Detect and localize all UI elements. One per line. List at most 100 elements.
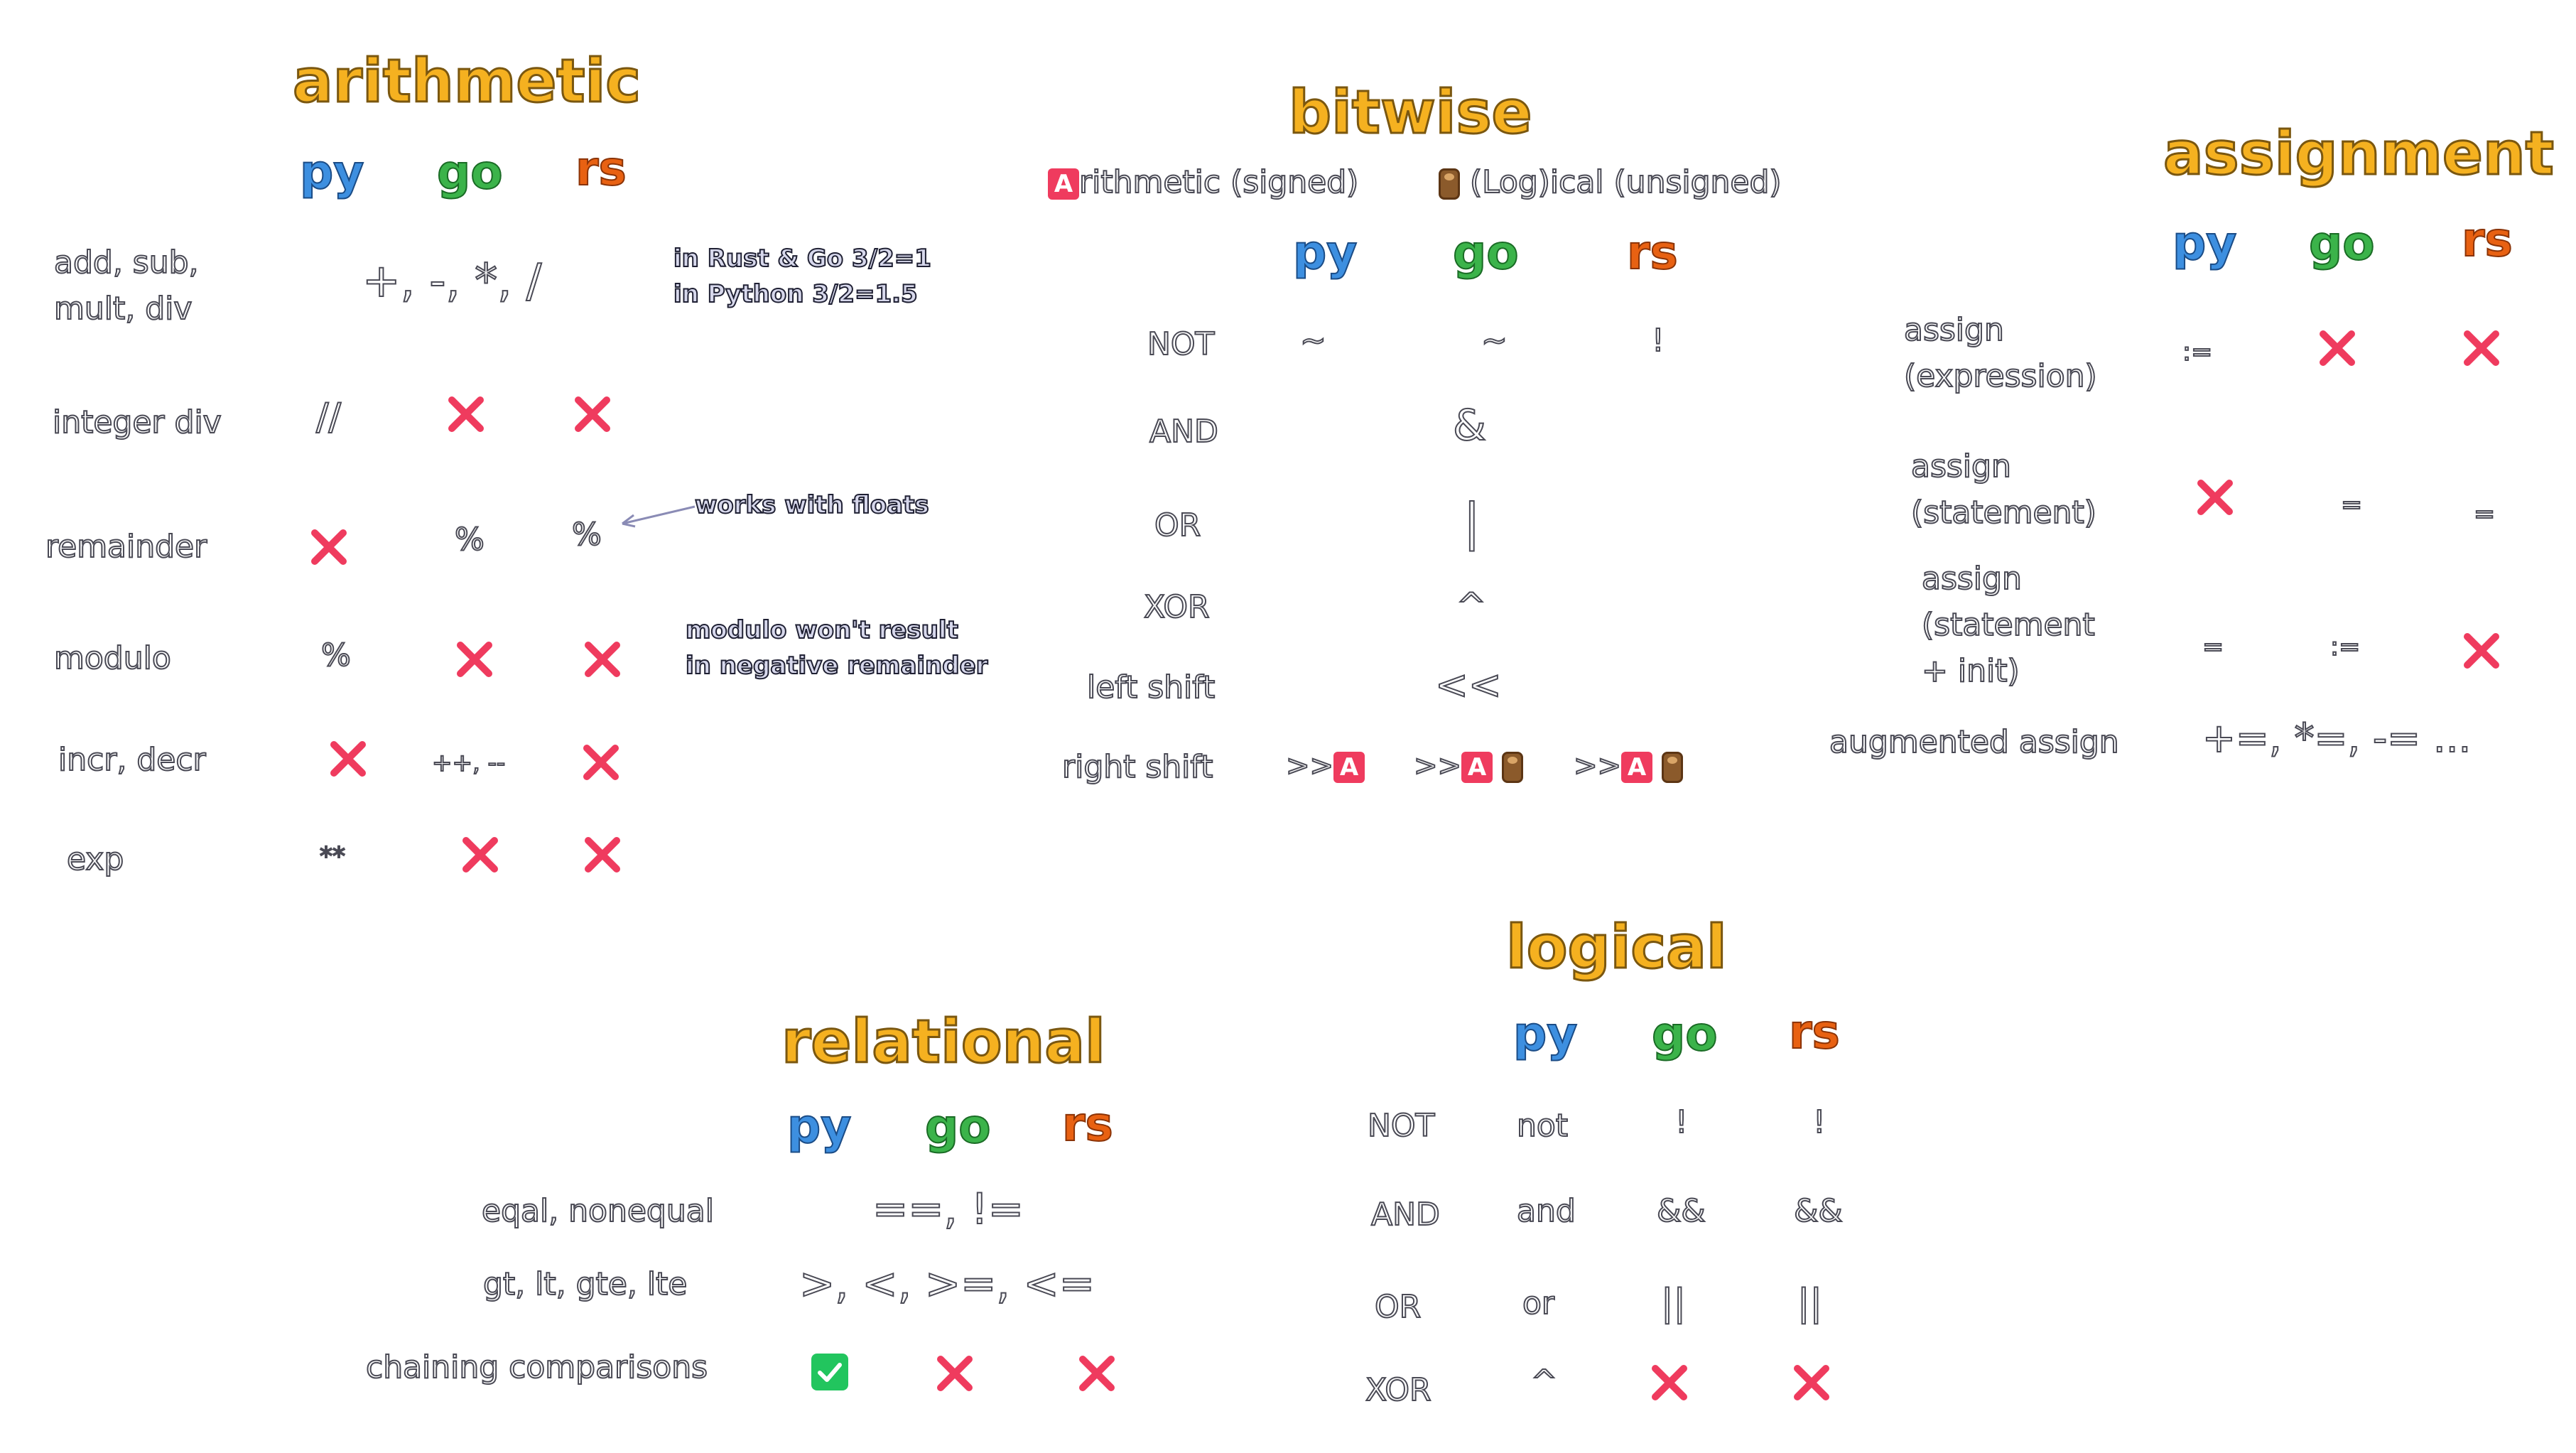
- cross-icon: [1652, 1365, 1687, 1400]
- relational-chain-label: chaining comparisons: [365, 1349, 708, 1386]
- arithmetic-intdiv-label: integer div: [52, 404, 222, 441]
- cross-icon: [585, 642, 620, 677]
- rshift-op-text: >>: [1413, 749, 1462, 783]
- log-icon: [1661, 752, 1683, 783]
- relational-eq-ops: ==, !=: [872, 1184, 1024, 1235]
- cross-icon: [1794, 1365, 1829, 1400]
- cross-icon: [2197, 480, 2233, 515]
- arithmetic-rs-header: rs: [575, 141, 627, 197]
- logical-xor-label: XOR: [1365, 1371, 1432, 1408]
- bitwise-rshift-rs: >> A: [1573, 749, 1683, 783]
- rshift-op-text: >>: [1573, 749, 1622, 783]
- logical-py-header: py: [1512, 1007, 1578, 1062]
- bitwise-not-label: NOT: [1147, 325, 1215, 362]
- bitwise-xor-label: XOR: [1143, 588, 1211, 625]
- logical-not-label: NOT: [1367, 1107, 1435, 1144]
- logical-go-header: go: [1651, 1007, 1719, 1062]
- bitwise-and-ops: &: [1452, 401, 1487, 451]
- legend-signed-text: rithmetic (signed): [1078, 163, 1359, 201]
- signed-badge-icon: A: [1048, 168, 1079, 200]
- bitwise-not-py: ~: [1299, 322, 1327, 359]
- cross-icon: [2320, 330, 2355, 366]
- bitwise-rshift-label: right shift: [1061, 748, 1213, 785]
- rshift-op-text: >>: [1285, 749, 1334, 783]
- logical-or-rs: ||: [1797, 1281, 1823, 1325]
- cross-icon: [1079, 1356, 1115, 1391]
- logical-rs-header: rs: [1788, 1005, 1841, 1060]
- assignment-rs-header: rs: [2461, 212, 2513, 268]
- arithmetic-modulo-label: modulo: [53, 639, 172, 676]
- relational-cmp-ops: >, <, >=, <=: [799, 1259, 1095, 1309]
- assignment-init-go: :=: [2329, 632, 2361, 662]
- arithmetic-remainder-label: remainder: [45, 528, 207, 565]
- logical-or-label: OR: [1374, 1288, 1422, 1325]
- arithmetic-py-header: py: [299, 145, 364, 200]
- logical-or-go: ||: [1660, 1281, 1687, 1325]
- logical-xor-py: ^: [1530, 1363, 1558, 1400]
- log-icon: [1439, 168, 1460, 200]
- logical-and-go: &&: [1656, 1192, 1706, 1229]
- cross-icon: [2464, 330, 2499, 366]
- arithmetic-add-label-1: add, sub,: [53, 244, 200, 281]
- logical-or-py: or: [1522, 1285, 1555, 1322]
- note-modulo-2: in negative remainder: [685, 651, 988, 680]
- cross-icon: [2464, 633, 2499, 669]
- logical-and-rs: &&: [1793, 1192, 1844, 1229]
- assignment-py-header: py: [2172, 216, 2237, 271]
- bitwise-xor-ops: ^: [1456, 585, 1487, 627]
- cross-icon: [462, 837, 498, 873]
- bitwise-title: bitwise: [1287, 77, 1532, 147]
- arithmetic-incr-label: incr, decr: [58, 741, 207, 778]
- bitwise-lshift-ops: <<: [1434, 661, 1503, 709]
- bitwise-and-label: AND: [1149, 413, 1219, 450]
- arithmetic-exp-py: **: [319, 841, 346, 872]
- assignment-aug-label: augmented assign: [1829, 723, 2120, 760]
- assignment-aug-ops: +=, *=, -= ...: [2202, 715, 2472, 762]
- signed-badge-icon: A: [1461, 752, 1493, 783]
- note-div-python: in Python 3/2=1.5: [673, 279, 919, 308]
- relational-go-header: go: [924, 1099, 992, 1155]
- bitwise-lshift-label: left shift: [1086, 669, 1216, 706]
- assignment-go-header: go: [2308, 216, 2376, 271]
- arithmetic-title: arithmetic: [291, 45, 642, 116]
- log-icon: [1501, 752, 1523, 783]
- note-modulo-1: modulo won't result: [685, 615, 959, 644]
- logical-not-rs: !: [1812, 1103, 1827, 1140]
- bitwise-go-header: go: [1452, 225, 1520, 281]
- check-icon: [811, 1354, 848, 1390]
- relational-py-header: py: [786, 1099, 852, 1155]
- relational-title: relational: [781, 1006, 1107, 1076]
- bitwise-not-go: ~: [1481, 322, 1508, 359]
- logical-title: logical: [1505, 912, 1728, 982]
- assignment-title: assignment: [2163, 118, 2555, 188]
- assignment-init-label-3: + init): [1921, 652, 2020, 689]
- assignment-expr-py: :=: [2182, 337, 2213, 367]
- arithmetic-add-label-2: mult, div: [53, 290, 193, 327]
- cross-icon: [330, 741, 366, 777]
- relational-cmp-label: gt, lt, gte, lte: [482, 1265, 688, 1302]
- assignment-stmt-label-1: assign: [1910, 448, 2012, 485]
- legend-logical-text: (Log)ical (unsigned): [1469, 163, 1782, 201]
- assignment-init-label-1: assign: [1921, 560, 2023, 597]
- cross-icon: [457, 642, 492, 677]
- logical-and-py: and: [1516, 1192, 1576, 1229]
- arithmetic-go-header: go: [436, 145, 504, 200]
- bitwise-or-ops: |: [1463, 493, 1481, 551]
- relational-rs-header: rs: [1061, 1097, 1114, 1152]
- cross-icon: [937, 1356, 973, 1391]
- cross-icon: [575, 396, 610, 432]
- bitwise-or-label: OR: [1154, 507, 1201, 544]
- bitwise-py-header: py: [1292, 225, 1358, 281]
- cross-icon: [311, 529, 347, 565]
- arrow-icon: [622, 505, 696, 528]
- logical-not-py: not: [1516, 1107, 1569, 1144]
- bitwise-legend-logical: (Log)ical (unsigned): [1439, 163, 1782, 201]
- signed-badge-icon: A: [1621, 752, 1653, 783]
- arithmetic-add-ops: +, -, *, /: [362, 254, 542, 308]
- assignment-stmt-label-2: (statement): [1910, 494, 2097, 531]
- bitwise-rshift-py: >> A: [1285, 749, 1365, 783]
- assignment-stmt-rs: =: [2473, 499, 2496, 529]
- assignment-stmt-go: =: [2340, 490, 2363, 520]
- bitwise-not-rs: !: [1651, 322, 1665, 359]
